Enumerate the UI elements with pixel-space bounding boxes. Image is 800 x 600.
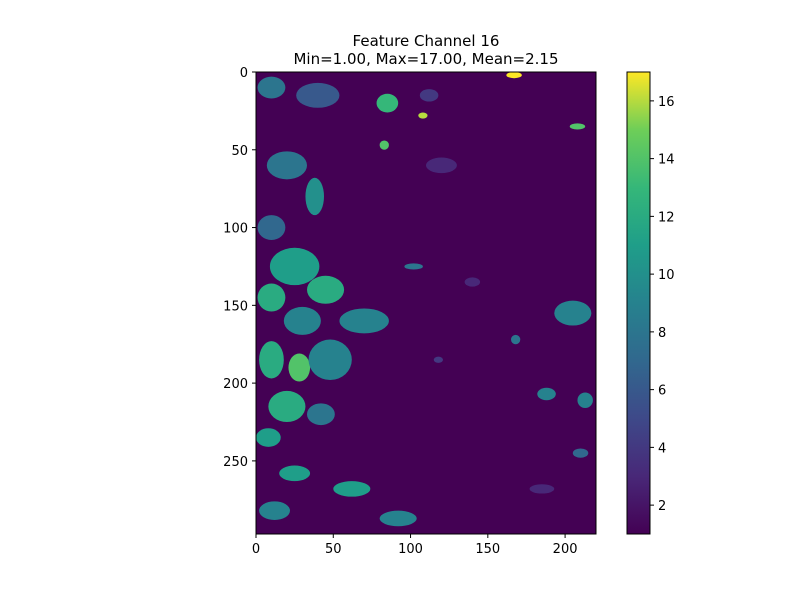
y-tick-label: 0 — [240, 66, 248, 81]
heatmap-patch — [433, 356, 444, 363]
colorbar-tick-label: 6 — [658, 384, 666, 399]
heatmap — [256, 72, 596, 534]
heatmap-patch — [305, 177, 324, 216]
heatmap-patch — [296, 82, 340, 108]
x-tick-label: 200 — [553, 542, 578, 557]
heatmap-patch — [257, 215, 286, 240]
y-tick-label: 100 — [223, 222, 248, 237]
colorbar-tick-label: 4 — [658, 441, 666, 456]
heatmap-patch — [554, 300, 592, 326]
plot-frame — [255, 71, 597, 535]
colorbar-axis: 2 4 6 8 10 12 14 16 — [650, 95, 675, 514]
heatmap-patch — [529, 484, 555, 494]
colorbar-tick-label: 14 — [658, 153, 675, 168]
heatmap-patch — [259, 341, 284, 379]
heatmap-patch — [464, 277, 481, 287]
heatmap-patch — [266, 151, 307, 180]
heatmap-patch — [279, 465, 311, 482]
y-tick-label: 50 — [231, 144, 248, 159]
chart-title-line2: Min=1.00, Max=17.00, Mean=2.15 — [293, 50, 558, 68]
heatmap-patch — [257, 283, 286, 312]
x-tick-label: 50 — [325, 542, 342, 557]
x-tick-label: 100 — [398, 542, 423, 557]
colorbar-tick-label: 8 — [658, 326, 666, 341]
heatmap-patch — [572, 448, 589, 458]
heatmap-patch — [333, 481, 371, 497]
heatmap-patch — [426, 157, 457, 174]
heatmap-patch — [307, 403, 335, 426]
heatmap-patch — [269, 247, 320, 286]
heatmap-patch — [379, 140, 389, 150]
heatmap-patch — [283, 306, 321, 335]
colorbar-tick-label: 10 — [658, 268, 675, 283]
y-axis: 0 50 100 150 200 250 — [223, 66, 256, 470]
heatmap-patch — [569, 123, 586, 130]
heatmap-patch — [288, 353, 311, 382]
heatmap-patch — [379, 510, 417, 527]
x-tick-label: 0 — [252, 542, 260, 557]
heatmap-patch — [511, 334, 521, 345]
heatmap-patch — [418, 112, 428, 119]
chart-title-line1: Feature Channel 16 — [353, 32, 500, 50]
colorbar — [626, 71, 651, 535]
x-axis: 0 50 100 150 200 — [252, 534, 578, 557]
y-tick-label: 200 — [223, 377, 248, 392]
y-tick-label: 250 — [223, 455, 248, 470]
heatmap-patch — [308, 339, 352, 380]
heatmap-patch — [404, 263, 423, 270]
colorbar-tick-label: 16 — [658, 95, 675, 110]
heatmap-patch — [259, 501, 290, 520]
heatmap-background — [256, 72, 596, 534]
heatmap-patch — [537, 387, 556, 401]
heatmap-patch — [257, 76, 286, 99]
heatmap-patch — [307, 275, 345, 304]
heatmap-patch — [506, 72, 522, 79]
x-tick-label: 150 — [475, 542, 500, 557]
colorbar-tick-label: 12 — [658, 210, 675, 225]
colorbar-tick-label: 2 — [658, 499, 666, 514]
heatmap-patch — [376, 93, 399, 113]
heatmap-patch — [256, 428, 281, 447]
heatmap-patch — [419, 89, 439, 102]
y-tick-label: 150 — [223, 299, 248, 314]
heatmap-patch — [268, 390, 306, 423]
heatmap-patch — [339, 308, 389, 334]
heatmap-patch — [577, 392, 593, 408]
